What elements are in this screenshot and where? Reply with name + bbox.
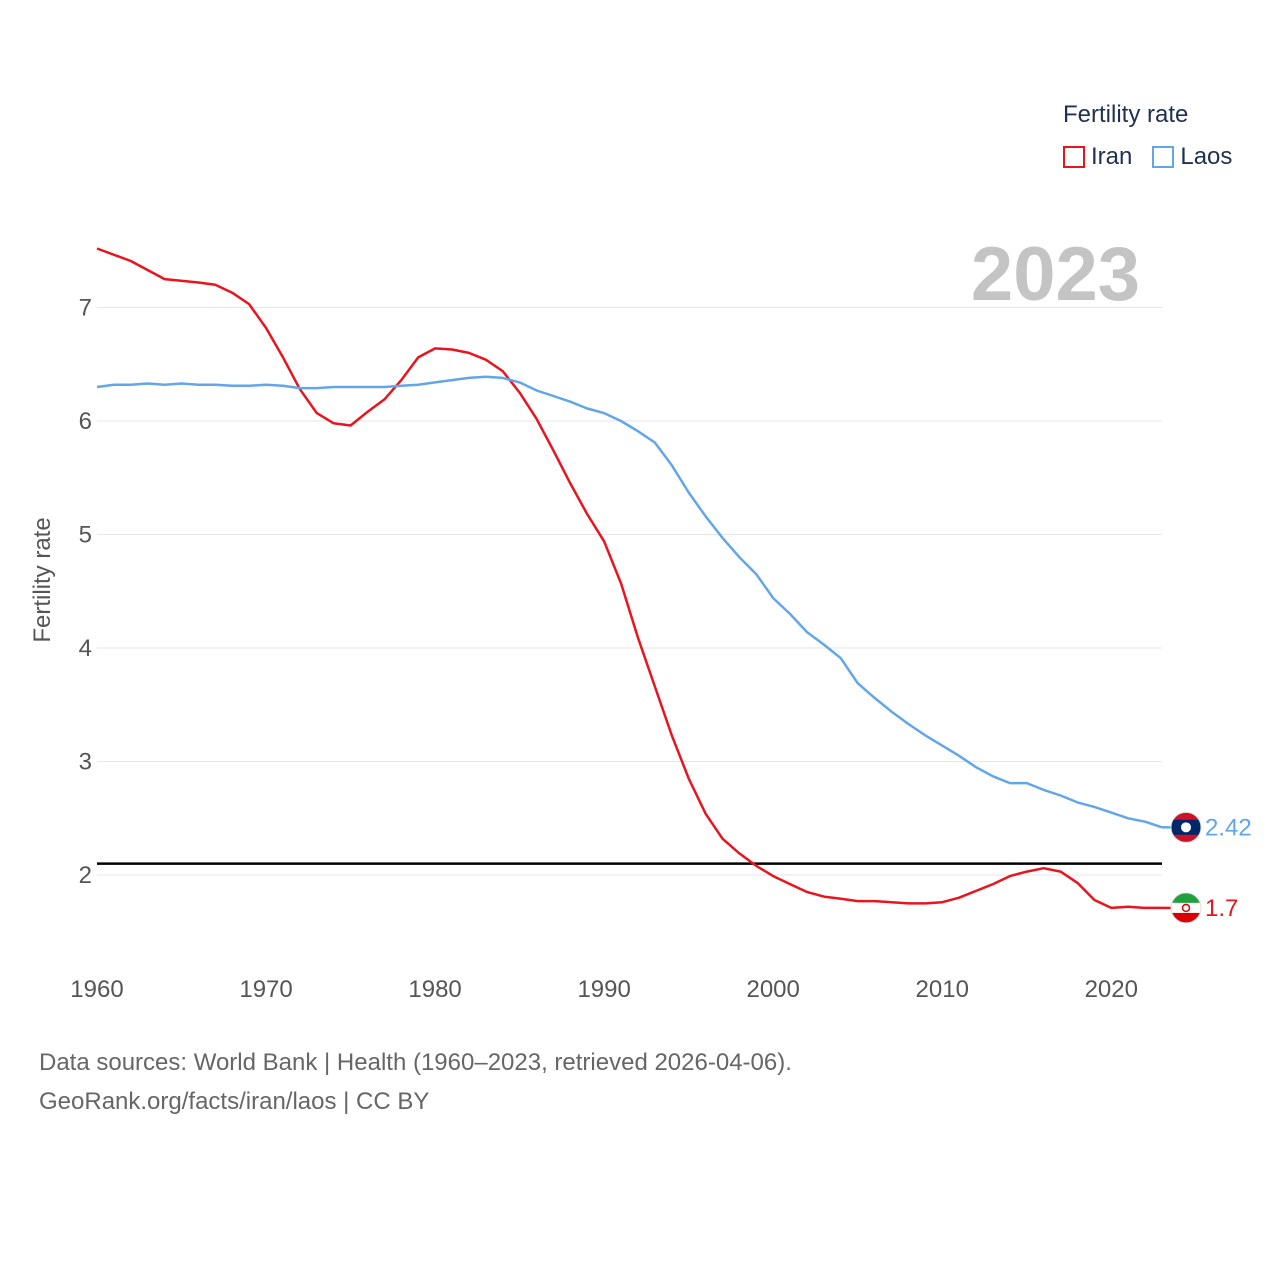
footer: Data sources: World Bank | Health (1960–… bbox=[39, 1043, 792, 1121]
series-line-laos bbox=[96, 375, 1163, 829]
legend-label-laos: Laos bbox=[1180, 143, 1233, 170]
iran-flag-icon bbox=[1170, 892, 1202, 924]
end-value-label-laos: 2.42 bbox=[1205, 814, 1252, 841]
y-tick-label-4: 4 bbox=[79, 635, 92, 662]
legend-title: Fertility rate bbox=[1063, 101, 1189, 128]
legend-swatch-laos bbox=[1152, 146, 1175, 168]
y-tick-label-5: 5 bbox=[79, 522, 92, 549]
x-tick-label-1970: 1970 bbox=[239, 976, 292, 1003]
x-tick-label-2000: 2000 bbox=[746, 976, 799, 1003]
y-tick-label-7: 7 bbox=[79, 295, 92, 322]
gridlines bbox=[97, 307, 1162, 876]
y-tick-label-6: 6 bbox=[79, 408, 92, 435]
year-label: 2023 bbox=[971, 232, 1140, 317]
series-end-markers: 1.7 2.42 bbox=[1162, 811, 1252, 924]
credit-line: GeoRank.org/facts/iran/laos | CC BY bbox=[39, 1088, 430, 1115]
y-axis-ticks: 2 3 4 5 6 7 bbox=[79, 295, 92, 890]
series-lines bbox=[96, 247, 1163, 910]
x-tick-label-1960: 1960 bbox=[70, 976, 123, 1003]
legend-label-iran: Iran bbox=[1091, 143, 1133, 170]
end-value-label-iran: 1.7 bbox=[1205, 895, 1238, 922]
y-axis-label: Fertility rate bbox=[29, 517, 56, 642]
legend: Iran Laos bbox=[1063, 143, 1232, 171]
y-tick-label-2: 2 bbox=[79, 862, 92, 889]
x-tick-label-1990: 1990 bbox=[577, 976, 630, 1003]
legend-item-laos[interactable]: Laos bbox=[1152, 143, 1232, 171]
x-tick-label-2020: 2020 bbox=[1085, 976, 1138, 1003]
legend-item-iran[interactable]: Iran bbox=[1063, 143, 1132, 171]
x-tick-label-2010: 2010 bbox=[916, 976, 969, 1003]
series-line-iran bbox=[96, 247, 1162, 910]
x-tick-label-1980: 1980 bbox=[408, 976, 461, 1003]
laos-flag-icon bbox=[1170, 811, 1202, 843]
x-axis-ticks: 1960 1970 1980 1990 2000 2010 2020 bbox=[70, 976, 1138, 1003]
legend-swatch-iran bbox=[1063, 146, 1085, 168]
y-tick-label-3: 3 bbox=[79, 749, 92, 776]
data-sources: Data sources: World Bank | Health (1960–… bbox=[39, 1049, 792, 1076]
